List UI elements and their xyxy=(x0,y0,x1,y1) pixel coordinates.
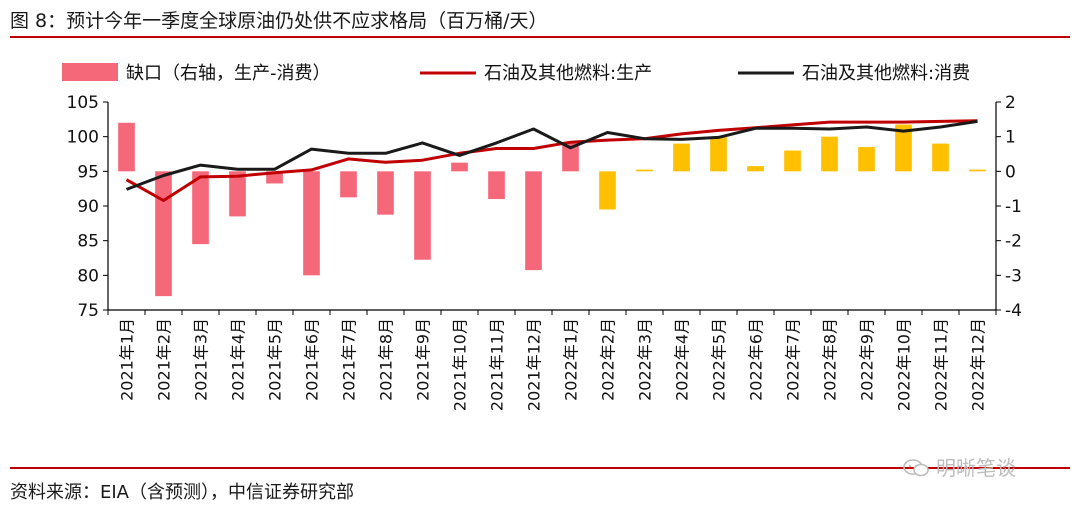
bar-gap-1 xyxy=(118,122,135,172)
legend-label-consumption: 石油及其他燃料:消费 xyxy=(802,63,970,84)
title-rule xyxy=(10,36,1070,38)
bar-gap-2 xyxy=(155,171,172,297)
x-tick-label-3: 2021年3月 xyxy=(192,318,211,401)
x-tick-label-12: 2021年12月 xyxy=(525,318,544,411)
x-tick-label-16: 2022年4月 xyxy=(673,318,692,401)
x-tick-label-11: 2021年11月 xyxy=(488,318,507,411)
x-tick-label-24: 2022年12月 xyxy=(969,318,988,411)
y-left-tick-label-80: 80 xyxy=(77,266,99,286)
x-tick-label-7: 2021年7月 xyxy=(340,318,359,401)
bar-gap-7 xyxy=(340,171,357,198)
bar-gap-20 xyxy=(821,136,838,172)
y-left-tick-label-75: 75 xyxy=(77,301,99,321)
y-right-tick-label-2: 2 xyxy=(1005,93,1016,113)
x-tick-label-4: 2021年4月 xyxy=(229,318,248,401)
x-tick-label-1: 2021年1月 xyxy=(118,318,137,401)
y-right-tick-label-0: 0 xyxy=(1005,162,1016,182)
plot-area: 75 80 85 90 95 100 105 -4 -3 -2 -1 0 1 2 2021年1月 2021年2… xyxy=(67,93,1022,411)
wechat-icon xyxy=(903,459,929,477)
bar-gap-17 xyxy=(710,136,727,172)
legend-swatch-gap xyxy=(62,63,118,81)
y-left-tick-label-85: 85 xyxy=(77,232,99,252)
x-tick-label-15: 2022年3月 xyxy=(636,318,655,401)
x-tick-label-2: 2021年2月 xyxy=(155,318,174,401)
y-right-tick-label--1: -1 xyxy=(1005,197,1022,217)
watermark: 明晰笔谈 xyxy=(902,452,1016,481)
bar-gap-4 xyxy=(229,171,246,217)
x-tick-label-8: 2021年8月 xyxy=(377,318,396,401)
x-tick-label-22: 2022年10月 xyxy=(895,318,914,411)
bar-gap-18 xyxy=(747,166,764,172)
bar-gap-16 xyxy=(673,143,690,172)
x-tick-label-19: 2022年7月 xyxy=(784,318,803,401)
source-note: 资料来源：EIA（含预测），中信证券研究部 xyxy=(10,482,354,503)
bar-gap-19 xyxy=(784,150,801,172)
x-tick-label-17: 2022年5月 xyxy=(710,318,729,401)
bar-gap-24 xyxy=(969,169,986,172)
y-right-tick-label--4: -4 xyxy=(1005,301,1022,321)
x-tick-label-9: 2021年9月 xyxy=(414,318,433,401)
figure-title: 图 8：预计今年一季度全球原油仍处供不应求格局（百万桶/天） xyxy=(10,10,548,32)
bar-gap-6 xyxy=(303,171,320,276)
bar-gap-11 xyxy=(488,171,505,200)
x-tick-label-5: 2021年5月 xyxy=(266,318,285,401)
legend-label-gap: 缺口（右轴，生产-消费） xyxy=(126,63,331,84)
line-production xyxy=(125,119,978,202)
x-tick-label-21: 2022年9月 xyxy=(858,318,877,401)
y-left-tick-label-105: 105 xyxy=(67,93,99,113)
watermark-text: 明晰笔谈 xyxy=(936,456,1016,480)
bar-gap-10 xyxy=(451,162,468,172)
bar-gap-3 xyxy=(192,171,209,245)
bar-gap-13 xyxy=(562,143,579,172)
y-right-tick-label--2: -2 xyxy=(1005,232,1022,252)
x-tick-label-23: 2022年11月 xyxy=(932,318,951,411)
y-left-tick-label-95: 95 xyxy=(77,162,99,182)
x-tick-label-13: 2022年1月 xyxy=(562,318,581,401)
y-left-tick-label-100: 100 xyxy=(67,128,99,148)
bar-gap-23 xyxy=(932,143,949,172)
line-consumption xyxy=(125,119,978,191)
bar-gap-22 xyxy=(895,124,912,172)
x-tick-label-20: 2022年8月 xyxy=(821,318,840,401)
bar-gap-14 xyxy=(599,171,616,210)
legend-label-production: 石油及其他燃料:生产 xyxy=(484,63,652,84)
x-tick-label-6: 2021年6月 xyxy=(303,318,322,401)
y-right-tick-label--3: -3 xyxy=(1005,266,1022,286)
x-tick-label-14: 2022年2月 xyxy=(599,318,618,401)
bar-gap-15 xyxy=(636,169,653,172)
source-rule xyxy=(10,467,1070,469)
bar-gap-8 xyxy=(377,171,394,215)
chart-legend: 缺口（右轴，生产-消费） 石油及其他燃料:生产 石油及其他燃料:消费 xyxy=(62,63,970,84)
chart: 缺口（右轴，生产-消费） 石油及其他燃料:生产 石油及其他燃料:消费 75 80 8… xyxy=(62,63,1022,411)
y-right-tick-label-1: 1 xyxy=(1005,128,1016,148)
y-left-tick-label-90: 90 xyxy=(77,197,99,217)
bar-gap-9 xyxy=(414,171,431,260)
bar-gap-12 xyxy=(525,171,542,271)
bar-gap-21 xyxy=(858,147,875,172)
x-tick-label-10: 2021年10月 xyxy=(451,318,470,411)
x-tick-label-18: 2022年6月 xyxy=(747,318,766,401)
